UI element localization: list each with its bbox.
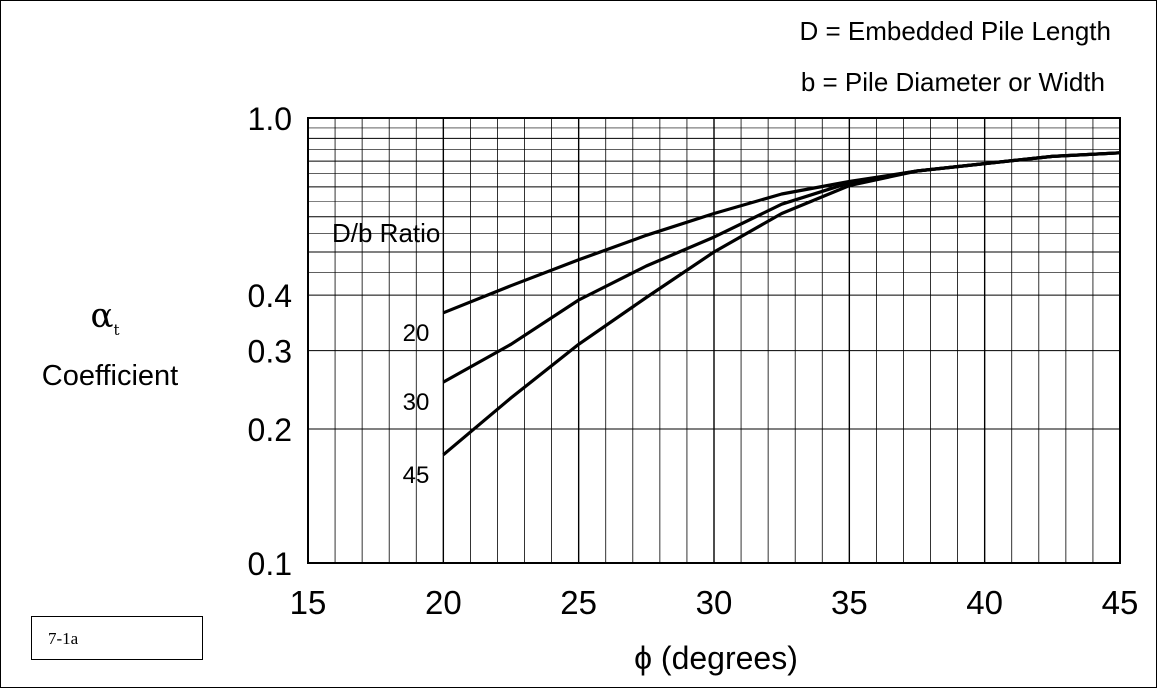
x-tick-label: 35: [831, 584, 868, 621]
figure-tag: 7-1a: [31, 616, 203, 660]
plot-area-border: [307, 117, 1121, 564]
x-tick-label: 20: [425, 584, 462, 621]
x-tick-label: 30: [696, 584, 733, 621]
series-lines: [442, 151, 1121, 457]
series-label-30: 30: [403, 389, 430, 416]
note-line-1: D = Embedded Pile Length: [800, 16, 1112, 46]
alpha-symbol: α: [90, 296, 114, 336]
tick-labels: 15 20 25 30 35 40 45 0.1 0.2 0.3 0.4 1.0: [248, 101, 1139, 621]
y-tick-label: 0.4: [248, 278, 292, 314]
x-axis-label: ϕ (degrees): [634, 640, 798, 676]
x-tick-label: 25: [560, 584, 597, 621]
series-label-20: 20: [403, 320, 430, 347]
x-tick-label: 40: [966, 584, 1003, 621]
note-line-2: b = Pile Diameter or Width: [801, 67, 1105, 97]
legend-title: D/b Ratio: [332, 218, 440, 248]
grid: [308, 118, 1120, 563]
y-axis-label-symbol: αt: [70, 296, 140, 339]
x-tick-label: 15: [290, 584, 327, 621]
series-line-45: [442, 151, 1121, 457]
y-tick-label: 0.3: [248, 334, 292, 370]
series-labels: 20 30 45: [403, 320, 430, 489]
x-tick-label: 45: [1102, 584, 1139, 621]
series-label-45: 45: [403, 462, 430, 489]
y-tick-label: 1.0: [248, 101, 292, 137]
y-axis-label: Coefficient: [41, 360, 179, 392]
y-tick-label: 0.2: [248, 412, 292, 448]
y-tick-label: 0.1: [248, 546, 292, 582]
series-line-20: [442, 151, 1121, 315]
alpha-subscript: t: [113, 320, 120, 339]
